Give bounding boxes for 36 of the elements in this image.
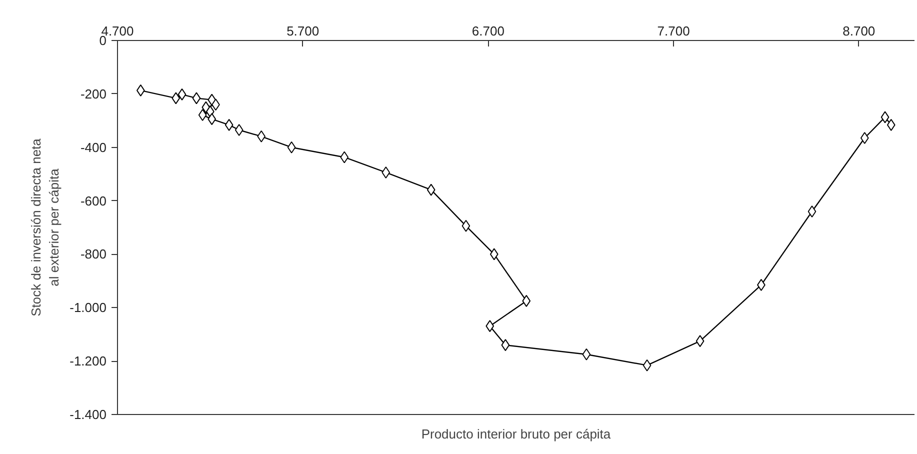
point bbox=[696, 335, 704, 348]
x-tick-label: 8.700 bbox=[842, 24, 876, 38]
point bbox=[224, 118, 234, 131]
point bbox=[522, 294, 531, 307]
point bbox=[860, 132, 869, 144]
x-tick-label: 7.700 bbox=[657, 24, 690, 38]
y-tick-label: -1.200 bbox=[70, 354, 107, 369]
point bbox=[192, 92, 201, 104]
point bbox=[886, 118, 896, 131]
y-tick-label: -1.000 bbox=[70, 300, 107, 316]
y-tick-label: -800 bbox=[80, 246, 107, 262]
y-tick-label: -200 bbox=[80, 86, 107, 102]
y-tick-label: -600 bbox=[80, 193, 107, 208]
point bbox=[486, 320, 494, 332]
point bbox=[340, 151, 349, 164]
point bbox=[172, 92, 180, 104]
point bbox=[462, 220, 470, 232]
point bbox=[234, 124, 244, 136]
point bbox=[880, 111, 890, 124]
y-tick-label: -1.400 bbox=[70, 407, 107, 422]
point bbox=[490, 248, 498, 260]
point bbox=[287, 141, 296, 154]
point bbox=[178, 88, 186, 100]
x-tick-label: 5.700 bbox=[286, 24, 320, 38]
y-tick-label: -400 bbox=[80, 140, 107, 155]
point bbox=[208, 113, 216, 126]
x-axis-title: Producto interior bruto per cápita bbox=[421, 426, 612, 442]
point bbox=[501, 339, 510, 352]
point bbox=[426, 184, 436, 196]
x-tick-label: 6.700 bbox=[472, 24, 504, 38]
point bbox=[808, 205, 816, 218]
point bbox=[582, 348, 591, 360]
y-axis-title: Stock de inversión directa neta al exterior per cápita bbox=[28, 138, 62, 316]
point bbox=[642, 359, 652, 372]
point bbox=[382, 166, 390, 178]
point bbox=[198, 109, 207, 122]
